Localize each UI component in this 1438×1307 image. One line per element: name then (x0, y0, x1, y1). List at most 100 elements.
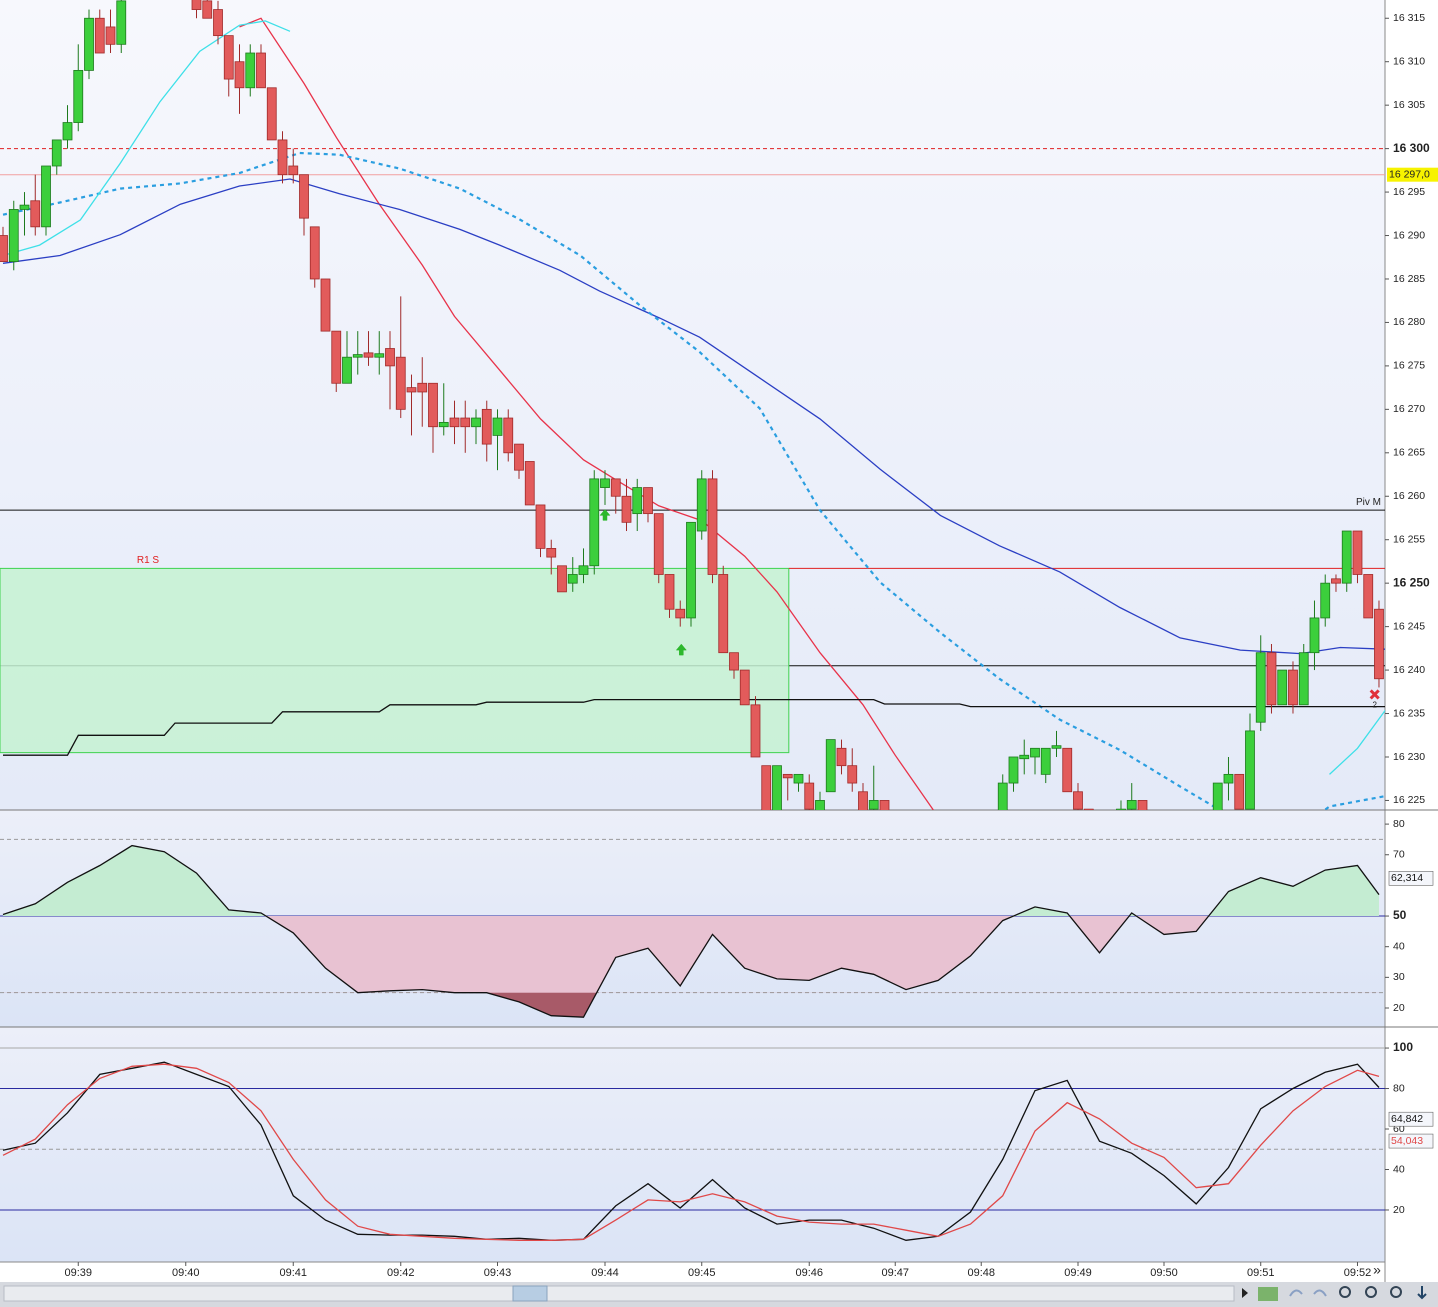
candle-body (438, 421, 449, 428)
candle-body (1309, 617, 1320, 654)
candle-body (578, 565, 589, 575)
candle-body (30, 200, 41, 228)
candle-body (664, 574, 675, 610)
candle-body (1062, 747, 1073, 793)
candle-body (1341, 530, 1352, 584)
zoom-out-button[interactable] (1365, 1286, 1377, 1298)
x-tick-label: 09:50 (1150, 1267, 1178, 1279)
candle-body (1083, 808, 1094, 810)
scrollbar-thumb[interactable] (512, 1285, 548, 1302)
candle-body (202, 0, 213, 19)
sync-button[interactable] (1258, 1287, 1278, 1301)
candle-body (804, 782, 815, 810)
candle-body (600, 478, 610, 488)
y-tick-label: 16 230 (1393, 751, 1425, 763)
candle-body (460, 417, 471, 428)
scroll-right-button[interactable] (1242, 1288, 1248, 1298)
candle-body (1223, 773, 1234, 784)
last-value-label: 54,043 (1391, 1135, 1423, 1147)
y-tick-label: 60 (1393, 1123, 1405, 1135)
candle-body (385, 348, 395, 367)
x-tick-label: 09:51 (1247, 1267, 1275, 1279)
candle-body (718, 574, 729, 654)
signal-label: 2 (1372, 701, 1377, 710)
y-tick-label: 30 (1393, 971, 1405, 983)
candle-body (1288, 669, 1298, 706)
scroll-end-button[interactable] (1417, 1286, 1427, 1300)
candle-body (1040, 747, 1051, 775)
level-label: Piv M (1356, 497, 1381, 508)
candle-body (1363, 574, 1374, 619)
y-tick-label: 20 (1393, 1002, 1405, 1014)
candle-body (868, 800, 879, 810)
candle-body (191, 0, 202, 10)
candle-body (825, 739, 836, 793)
candle-body (116, 0, 127, 45)
candle-body (696, 478, 707, 532)
candle-body (750, 704, 761, 758)
candle-body (342, 356, 352, 384)
candle-body (449, 417, 460, 428)
zone-label: R1 S (137, 555, 160, 566)
candle-body (105, 26, 116, 45)
candle-body (1298, 652, 1309, 706)
candle-body (471, 417, 481, 428)
candle-body (707, 478, 718, 575)
panel (0, 1047, 1385, 1241)
x-tick-label: 09:43 (484, 1267, 512, 1279)
candle-body (256, 52, 266, 89)
indicator-line (2, 844, 1380, 1018)
candle-body (739, 669, 750, 706)
signal-marker (1369, 689, 1380, 700)
x-tick-label: 09:46 (795, 1267, 823, 1279)
last-value-box (1388, 1133, 1434, 1149)
y-tick-label: 16 290 (1393, 229, 1425, 241)
candle-body (514, 443, 524, 471)
candle-body (73, 69, 84, 123)
candle-body (632, 487, 643, 515)
indicator-line (2, 1061, 1380, 1241)
candle-body (1374, 608, 1384, 680)
last-value-label: 64,842 (1391, 1113, 1423, 1125)
panel (0, 838, 1385, 1018)
last-value-box (1388, 1111, 1434, 1127)
x-tick-label: 09:45 (688, 1267, 716, 1279)
zoom-select-button[interactable] (1339, 1286, 1351, 1298)
redo-button[interactable] (1313, 1289, 1327, 1297)
y-tick-label: 16 260 (1393, 490, 1425, 502)
candle-body (847, 765, 858, 784)
undo-button[interactable] (1289, 1289, 1303, 1297)
candle-body (1030, 747, 1040, 758)
candle-body (492, 417, 503, 436)
candle-body (686, 521, 696, 619)
candle-body (858, 791, 868, 810)
scrollbar-track[interactable] (3, 1285, 1235, 1302)
candle-body (1234, 773, 1245, 810)
y-tick-label: 16 270 (1393, 403, 1425, 415)
candle-body (19, 204, 30, 210)
candle-body (94, 17, 105, 54)
candle-body (1137, 800, 1148, 810)
candle-body (395, 356, 406, 410)
candle-body (557, 565, 567, 593)
zoom-in-button[interactable] (1390, 1286, 1402, 1298)
candle-body (1255, 652, 1266, 723)
area-fill (357, 992, 597, 1018)
y-tick-label: 16 250 (1393, 575, 1430, 589)
indicator-line (2, 1063, 1380, 1241)
candle-body (997, 782, 1008, 810)
y-tick-label: 16 225 (1393, 794, 1425, 806)
x-tick-label: 09:39 (64, 1267, 92, 1279)
area-fill (265, 916, 1209, 1018)
x-tick-label: 09:42 (387, 1267, 415, 1279)
candle-body (331, 330, 342, 384)
x-tick-label: 09:44 (591, 1267, 619, 1279)
candle-body (1073, 791, 1083, 810)
signal-marker (675, 643, 687, 656)
candle-body (481, 408, 492, 445)
more-button[interactable]: » (1373, 1262, 1381, 1278)
x-tick-label: 09:49 (1064, 1267, 1092, 1279)
candle-body (782, 773, 793, 779)
candle-body (84, 17, 94, 71)
overlay-line (239, 17, 935, 810)
